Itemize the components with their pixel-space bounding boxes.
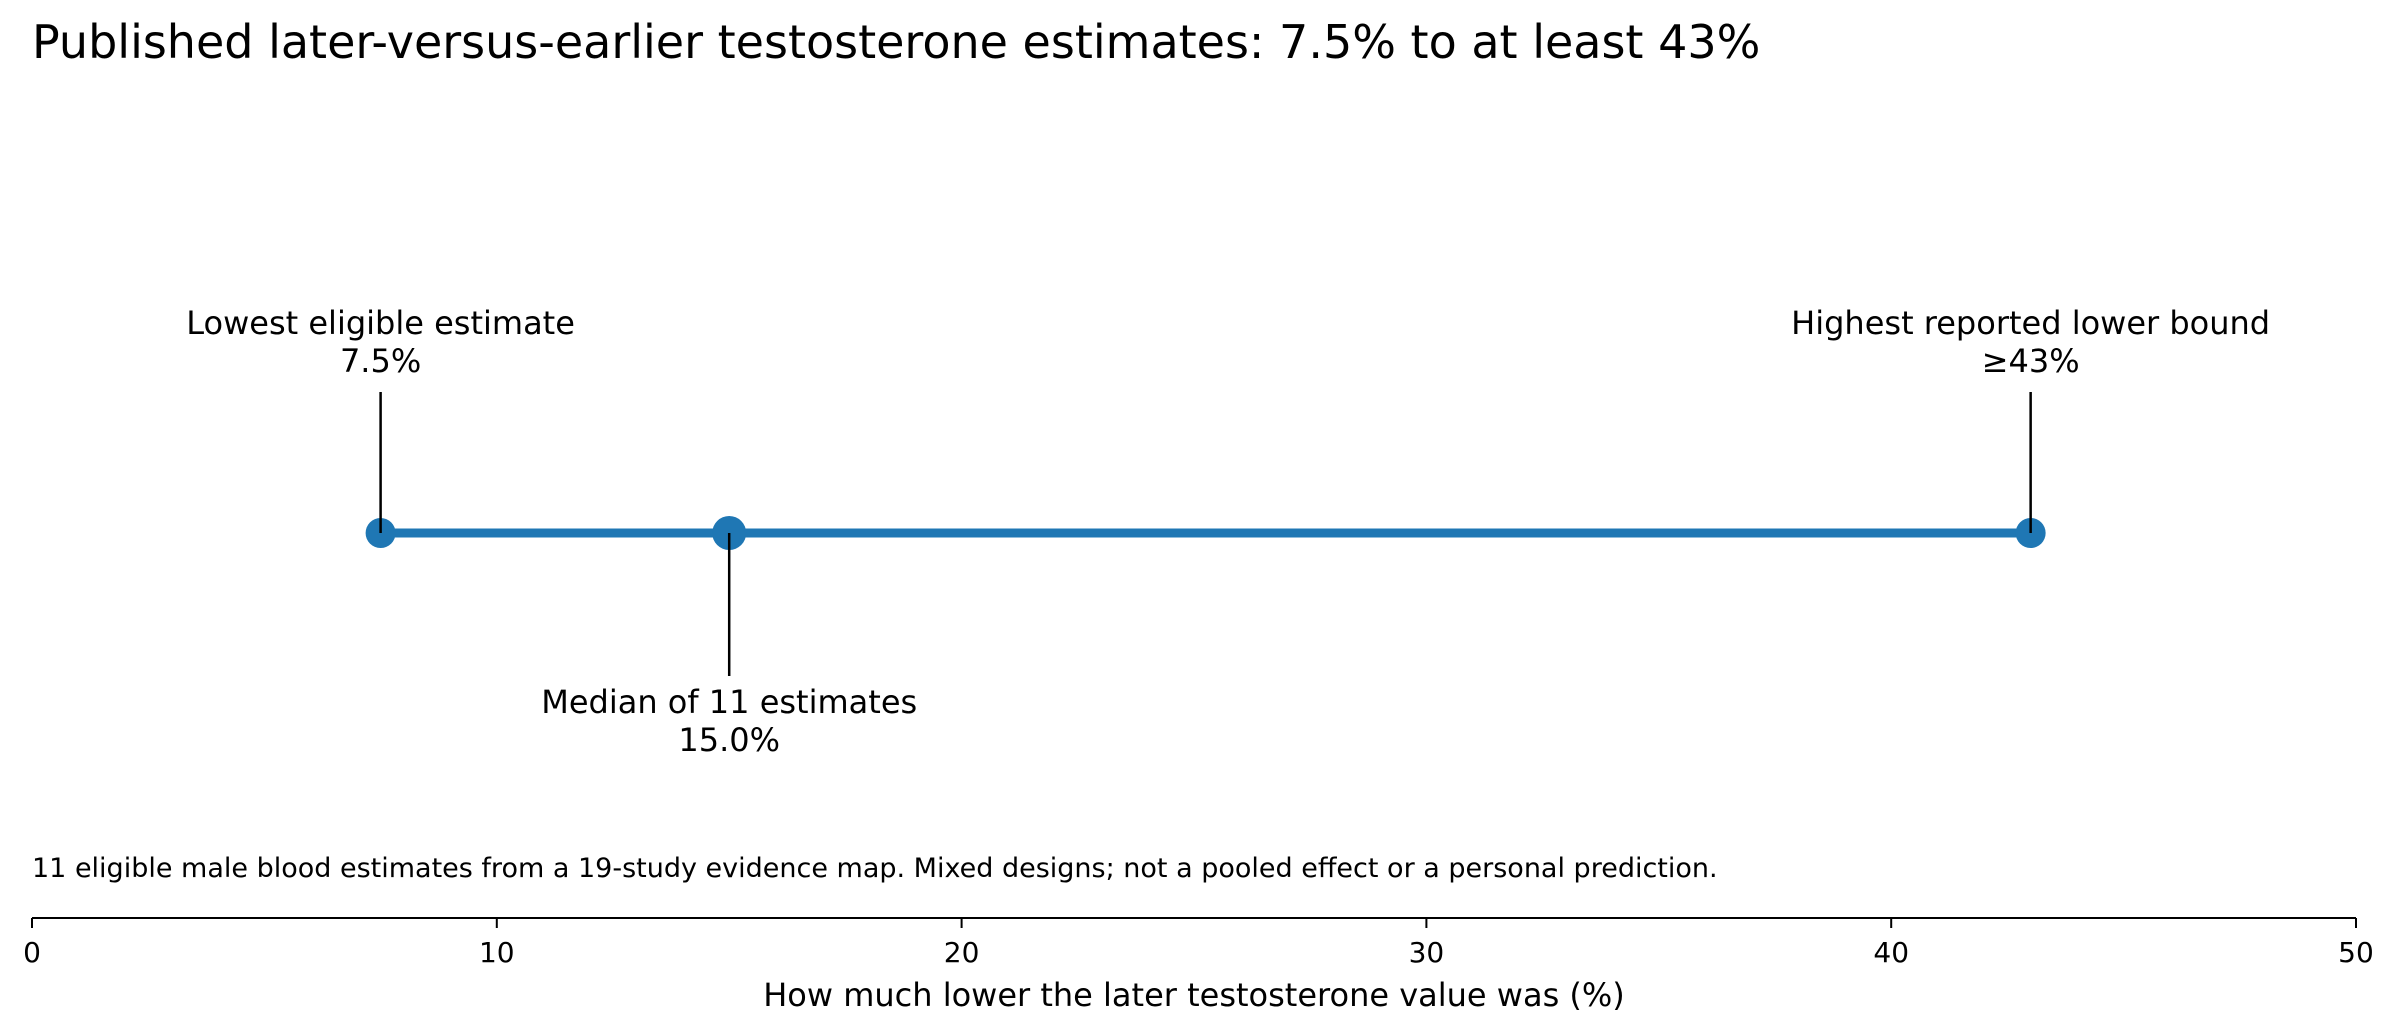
x-axis-ticks: 0 10 20 30 40 50 [23, 918, 2374, 969]
annotation-value-lowest: 7.5% [340, 342, 421, 380]
chart-note: 11 eligible male blood estimates from a … [32, 853, 1718, 884]
x-axis-label: How much lower the later testosterone va… [763, 976, 1625, 1014]
x-tick-label: 40 [1873, 936, 1909, 969]
x-tick-label: 0 [23, 936, 41, 969]
annotation-value-median: 15.0% [678, 721, 780, 759]
chart-title: Published later-versus-earlier testoster… [32, 15, 1760, 69]
annotation-label-median: Median of 11 estimates [541, 683, 917, 721]
x-tick-label: 30 [1409, 936, 1445, 969]
annotation-label-highest: Highest reported lower bound [1791, 304, 2270, 342]
x-tick-label: 50 [2338, 936, 2374, 969]
x-tick-label: 10 [479, 936, 515, 969]
range-layer [365, 516, 2046, 550]
x-tick-label: 20 [944, 936, 980, 969]
annotation-value-highest: ≥43% [1982, 342, 2080, 380]
annotation-label-lowest: Lowest eligible estimate [186, 304, 575, 342]
